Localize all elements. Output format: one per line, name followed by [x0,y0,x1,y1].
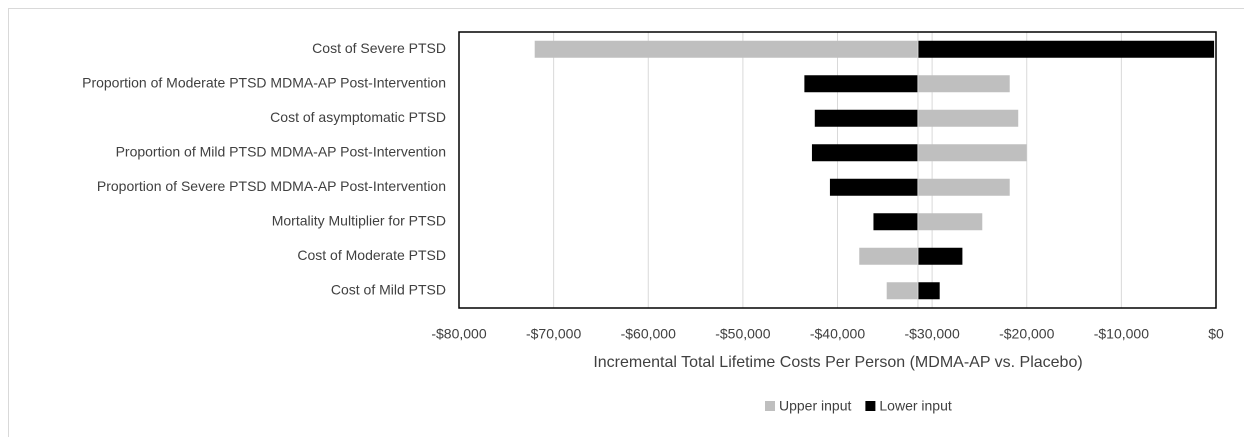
plot-border [458,31,1217,309]
x-tick-label: $0 [1208,326,1224,342]
category-label: Mortality Multiplier for PTSD [272,212,446,228]
category-label: Cost of Severe PTSD [312,40,446,56]
bar [804,75,918,93]
category-label: Cost of Moderate PTSD [297,247,446,263]
bar [814,109,918,127]
x-tick-label: -$20,000 [999,326,1054,342]
bar [917,282,940,300]
bar [917,213,983,231]
legend-swatch [765,401,775,411]
category-label: Cost of asymptomatic PTSD [270,109,446,125]
bar [917,247,963,265]
category-label: Proportion of Severe PTSD MDMA-AP Post-I… [97,178,446,194]
legend-label: Lower input [879,398,951,414]
bar [534,40,918,58]
category-label: Proportion of Mild PTSD MDMA-AP Post-Int… [116,143,446,159]
x-tick-label: -$30,000 [904,326,959,342]
legend-label: Upper input [779,398,851,414]
bar [811,144,918,162]
x-tick-label: -$80,000 [431,326,486,342]
bar [917,109,1019,127]
chart-frame [8,8,1244,437]
x-axis-title: Incremental Total Lifetime Costs Per Per… [593,354,1082,371]
x-tick-label: -$40,000 [810,326,865,342]
bar [917,144,1027,162]
x-tick-label: -$50,000 [715,326,770,342]
x-tick-label: -$60,000 [621,326,676,342]
x-tick-label: -$70,000 [526,326,581,342]
bar [917,40,1215,58]
category-label: Cost of Mild PTSD [331,281,446,297]
x-tick-label: -$10,000 [1094,326,1149,342]
bar [917,75,1010,93]
bar [859,247,918,265]
bar [917,178,1010,196]
legend-swatch [865,401,876,411]
category-label: Proportion of Moderate PTSD MDMA-AP Post… [82,74,446,90]
bar [873,213,918,231]
bar [886,282,918,300]
bar [829,178,918,196]
